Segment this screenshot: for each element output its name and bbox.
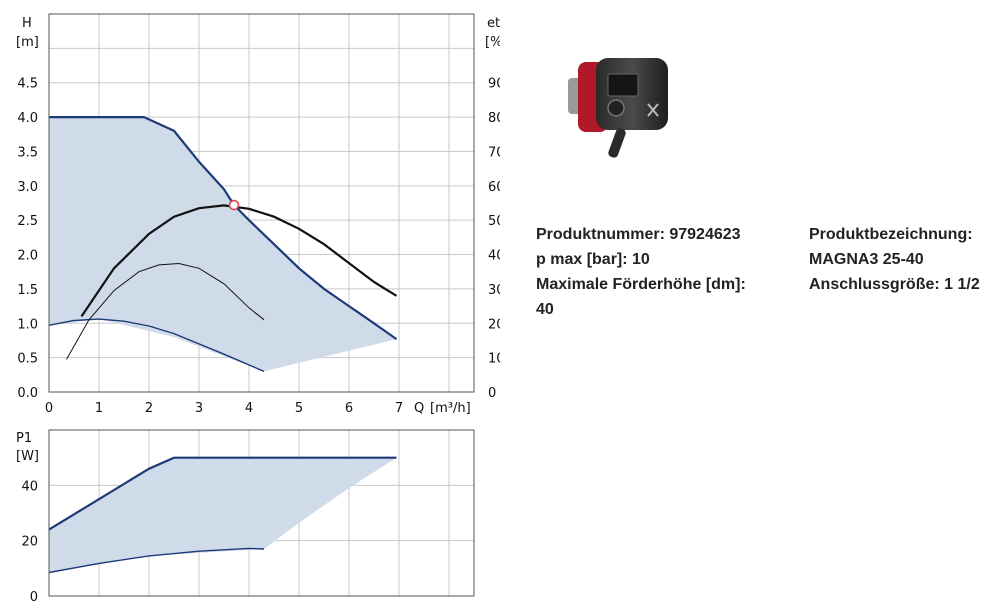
flow-tick-label: 6 — [345, 401, 353, 416]
operating-range-polygon — [49, 117, 397, 372]
flow-axis-unit: [m³/h] — [430, 401, 471, 416]
head-tick-label: 2.5 — [17, 214, 38, 229]
pump-product-image — [568, 58, 668, 158]
max-head-curve — [49, 115, 398, 341]
head-axis-label: H — [22, 16, 32, 31]
head-tick-label: 4.5 — [17, 77, 38, 92]
head-tick-label: 1.0 — [17, 317, 38, 332]
head-tick-label: 0.0 — [17, 386, 38, 401]
efficiency-tick-label: 80 — [488, 111, 500, 126]
max-head-value: 40 — [536, 301, 554, 318]
head-axis-unit: [m] — [16, 35, 39, 50]
min-power-curve — [48, 547, 265, 574]
product-designation-value: MAGNA3 25-40 — [809, 251, 924, 268]
head-tick-label: 3.5 — [17, 145, 38, 160]
product-designation-label: Produktbezeichnung: — [809, 226, 973, 243]
efficiency-tick-label: 50 — [488, 214, 500, 229]
pump-logo-icon — [647, 103, 659, 117]
max-power-curve — [48, 456, 397, 531]
flow-axis-label: Q — [414, 401, 424, 416]
head-tick-label: 3.0 — [17, 180, 38, 195]
max-efficiency-curve — [80, 204, 398, 318]
product-info-right: Produktbezeichnung: MAGNA3 25-40 Anschlu… — [809, 222, 980, 297]
efficiency-tick-label: 40 — [488, 249, 500, 264]
efficiency-axis-unit: [%] — [485, 35, 500, 50]
efficiency-axis-label: eta — [487, 16, 500, 31]
max-head-label: Maximale Förderhöhe [dm]: — [536, 276, 746, 293]
efficiency-tick-label: 0 — [488, 386, 496, 401]
power-curves — [48, 456, 397, 574]
connection-size: Anschlussgröße: 1 1/2 — [809, 276, 980, 293]
flow-tick-label: 4 — [245, 401, 253, 416]
duty-point-marker — [228, 199, 240, 211]
flow-tick-label: 2 — [145, 401, 153, 416]
operating-range-area — [49, 117, 397, 372]
head-chart-frame — [48, 13, 475, 393]
head-tick-label: 1.5 — [17, 283, 38, 298]
min-efficiency-curve — [66, 262, 265, 360]
head-tick-label: 4.0 — [17, 111, 38, 126]
power-range-polygon — [49, 457, 397, 573]
pump-display-icon — [607, 73, 639, 97]
power-tick-label: 0 — [30, 590, 38, 605]
head-tick-label: 0.5 — [17, 352, 38, 367]
efficiency-tick-labels: 0 10 20 30 40 50 60 70 80 90 — [488, 77, 500, 401]
efficiency-tick-label: 10 — [488, 352, 500, 367]
efficiency-tick-label: 70 — [488, 145, 500, 160]
efficiency-tick-label: 60 — [488, 180, 500, 195]
product-number: Produktnummer: 97924623 — [536, 226, 741, 243]
efficiency-tick-label: 20 — [488, 317, 500, 332]
head-tick-labels: 0.0 0.5 1.0 1.5 2.0 2.5 3.0 3.5 4.0 4.5 — [17, 77, 38, 401]
flow-tick-label: 5 — [295, 401, 303, 416]
power-range-area — [49, 457, 397, 573]
product-info-left: Produktnummer: 97924623 p max [bar]: 10 … — [536, 222, 746, 322]
pump-button-icon — [607, 99, 625, 117]
power-tick-label: 20 — [21, 535, 38, 550]
power-tick-label: 40 — [21, 479, 38, 494]
power-flow-chart: 0 20 40 P1 [W] — [16, 429, 475, 605]
min-head-curve — [48, 318, 265, 373]
pump-plug-icon — [608, 128, 626, 158]
flow-tick-label: 1 — [95, 401, 103, 416]
power-axis-label: P1 — [16, 431, 32, 446]
efficiency-tick-label: 90 — [488, 77, 500, 92]
flow-tick-label: 3 — [195, 401, 203, 416]
head-curves — [48, 115, 398, 373]
power-axis-unit: [W] — [16, 449, 39, 464]
max-pressure: p max [bar]: 10 — [536, 251, 650, 268]
efficiency-tick-label: 30 — [488, 283, 500, 298]
flow-tick-label: 0 — [45, 401, 53, 416]
head-tick-label: 2.0 — [17, 249, 38, 264]
power-tick-labels: 0 20 40 — [21, 479, 38, 605]
power-chart-frame — [48, 429, 475, 597]
flow-tick-labels: 0 1 2 3 4 5 6 7 — [45, 401, 403, 416]
flow-tick-label: 7 — [395, 401, 403, 416]
